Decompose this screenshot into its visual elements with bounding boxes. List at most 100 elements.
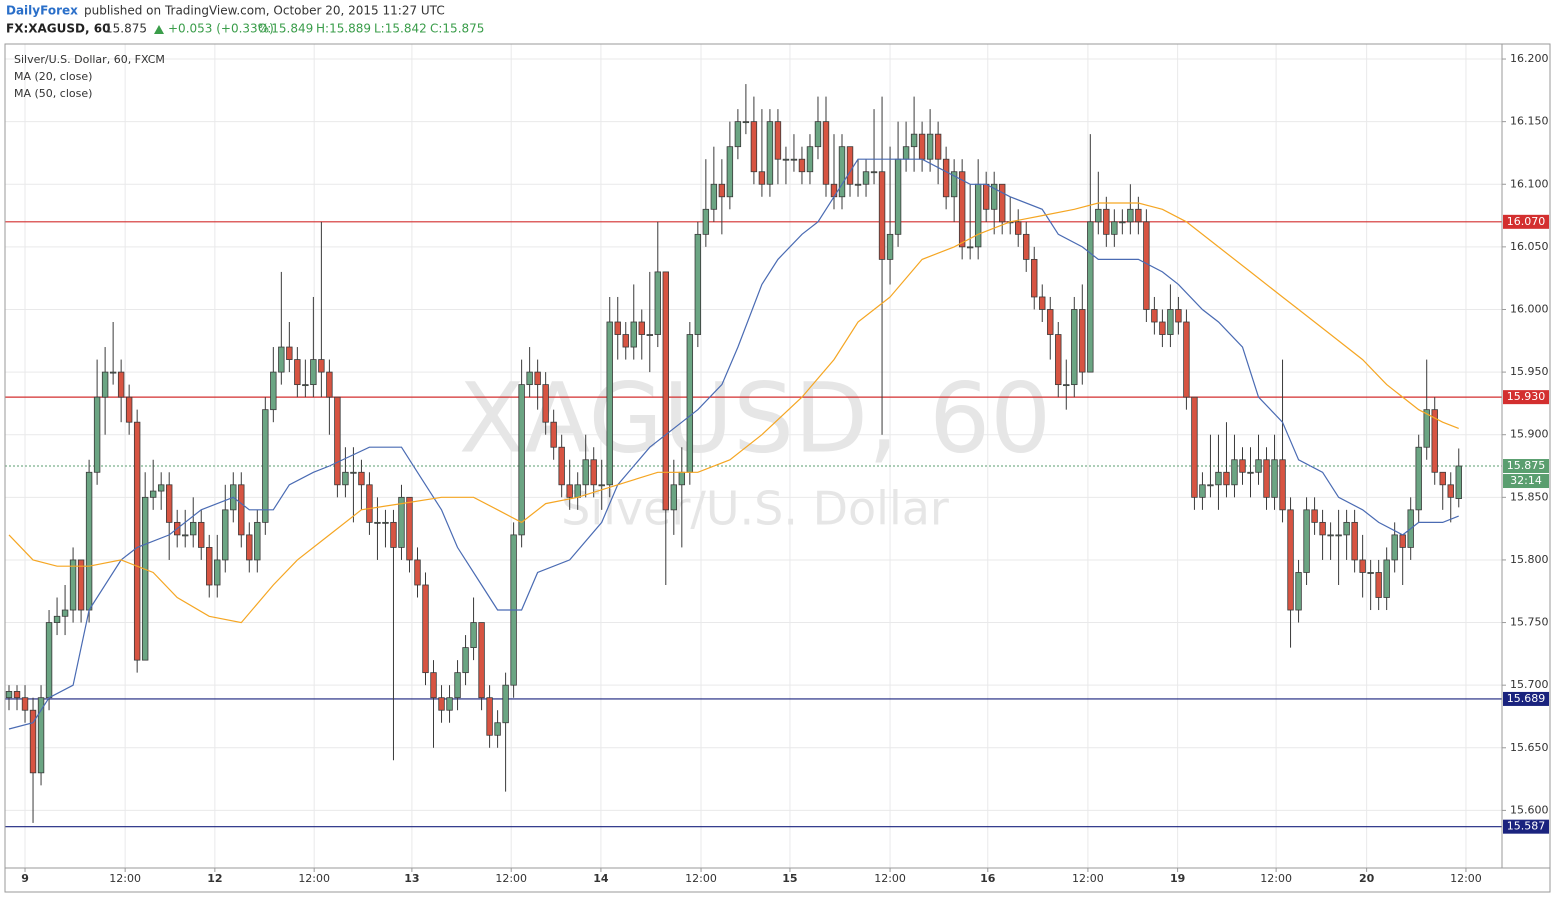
candle-body bbox=[1223, 471, 1230, 486]
brand[interactable]: DailyForex bbox=[6, 4, 78, 18]
candle-body bbox=[422, 584, 429, 674]
y-tick-label: 15.650 bbox=[1510, 741, 1549, 754]
candle-body bbox=[534, 371, 541, 386]
x-tick-label: 14 bbox=[593, 872, 609, 885]
x-tick-label: 13 bbox=[404, 872, 419, 885]
y-tick-label: 15.750 bbox=[1510, 616, 1549, 629]
candle-body bbox=[133, 421, 141, 661]
x-tick-label: 12:00 bbox=[1450, 872, 1482, 885]
candle-body bbox=[1127, 208, 1134, 223]
level-tag bbox=[1503, 214, 1549, 229]
candle-body bbox=[326, 371, 333, 398]
candle-body bbox=[1311, 509, 1318, 523]
candle-body bbox=[157, 484, 165, 492]
level-label: 15.587 bbox=[1507, 820, 1546, 833]
candle-body bbox=[742, 121, 750, 124]
open: O:15.849 bbox=[258, 22, 313, 36]
candle-body bbox=[1343, 521, 1350, 536]
candle-body bbox=[950, 171, 958, 198]
candle-body bbox=[910, 133, 918, 148]
candle-body bbox=[125, 396, 133, 423]
candle-body bbox=[1415, 446, 1422, 511]
candle-body bbox=[254, 521, 261, 561]
candle-body bbox=[198, 521, 205, 548]
candle-body bbox=[1239, 459, 1246, 473]
candle-body bbox=[390, 521, 397, 548]
candle-body bbox=[662, 271, 669, 511]
candle-body bbox=[414, 559, 421, 586]
published-note: published on TradingView.com, October 20… bbox=[84, 4, 445, 18]
candle-body bbox=[262, 409, 269, 523]
level-label: 15.689 bbox=[1507, 692, 1546, 705]
candle-body bbox=[1191, 396, 1198, 498]
candle-body bbox=[1215, 471, 1222, 486]
candle-body bbox=[1015, 221, 1022, 235]
candle-body bbox=[1055, 334, 1062, 386]
candle-body bbox=[1287, 509, 1294, 611]
candle-body bbox=[718, 183, 726, 198]
candle-body bbox=[798, 158, 806, 173]
candle-body bbox=[1103, 208, 1110, 235]
candle-body bbox=[478, 622, 485, 699]
candle-body bbox=[358, 471, 365, 486]
level-tag bbox=[1503, 691, 1549, 706]
candle-body bbox=[1167, 309, 1174, 335]
y-tick-label: 15.850 bbox=[1510, 490, 1549, 503]
legend-ma20: MA (20, close) bbox=[14, 70, 92, 83]
candle-body bbox=[302, 384, 309, 387]
symbol: FX:XAGUSD, 60 bbox=[6, 22, 110, 36]
candle-body bbox=[29, 709, 37, 774]
watermark: XAGUSD, 60 bbox=[459, 362, 1051, 474]
y-tick-label: 16.150 bbox=[1510, 115, 1549, 128]
candle-body bbox=[1023, 233, 1030, 260]
candle-body bbox=[1303, 509, 1310, 573]
candle-body bbox=[270, 371, 277, 411]
candle-body bbox=[350, 471, 357, 474]
candle-body bbox=[406, 496, 413, 561]
x-tick-label: 12:00 bbox=[495, 872, 527, 885]
y-tick-label: 16.050 bbox=[1510, 240, 1549, 253]
candle-body bbox=[165, 484, 173, 523]
up-arrow bbox=[154, 25, 164, 34]
candle-body bbox=[61, 609, 69, 617]
candle-body bbox=[334, 396, 341, 486]
candle-body bbox=[982, 183, 990, 210]
y-tick-label: 16.200 bbox=[1510, 52, 1549, 65]
candle-body bbox=[1039, 296, 1046, 310]
candle-body bbox=[790, 158, 798, 161]
candle-body bbox=[182, 534, 189, 537]
countdown-tag bbox=[1503, 474, 1549, 489]
y-tick-label: 15.950 bbox=[1510, 365, 1549, 378]
level-tag bbox=[1503, 459, 1549, 474]
y-tick-label: 16.100 bbox=[1510, 177, 1549, 190]
candle-body bbox=[966, 246, 974, 249]
candle-body bbox=[37, 697, 45, 774]
candle-body bbox=[13, 691, 21, 699]
candle-body bbox=[1063, 384, 1070, 387]
candle-body bbox=[614, 321, 621, 335]
candle-body bbox=[21, 697, 29, 711]
candle-body bbox=[53, 615, 61, 623]
candle-body bbox=[622, 334, 629, 348]
close: C:15.875 bbox=[430, 22, 484, 36]
candle-body bbox=[93, 396, 101, 473]
candle-body bbox=[1047, 309, 1054, 335]
candle-body bbox=[918, 133, 926, 160]
candle-body bbox=[494, 722, 501, 736]
level-tag bbox=[1503, 390, 1549, 405]
candle-body bbox=[1159, 321, 1166, 335]
candle-body bbox=[550, 421, 557, 448]
candle-body bbox=[246, 534, 253, 561]
candle-body bbox=[894, 158, 902, 235]
high: H:15.889 bbox=[316, 22, 371, 36]
candle-body bbox=[854, 183, 862, 186]
candle-body bbox=[214, 559, 221, 586]
candle-body bbox=[438, 697, 445, 711]
candle-body bbox=[141, 496, 149, 661]
candle-body bbox=[342, 471, 349, 486]
candle-body bbox=[774, 121, 782, 160]
candle-body bbox=[446, 697, 453, 711]
candle-body bbox=[902, 146, 910, 160]
legend-ma50: MA (50, close) bbox=[14, 87, 92, 100]
